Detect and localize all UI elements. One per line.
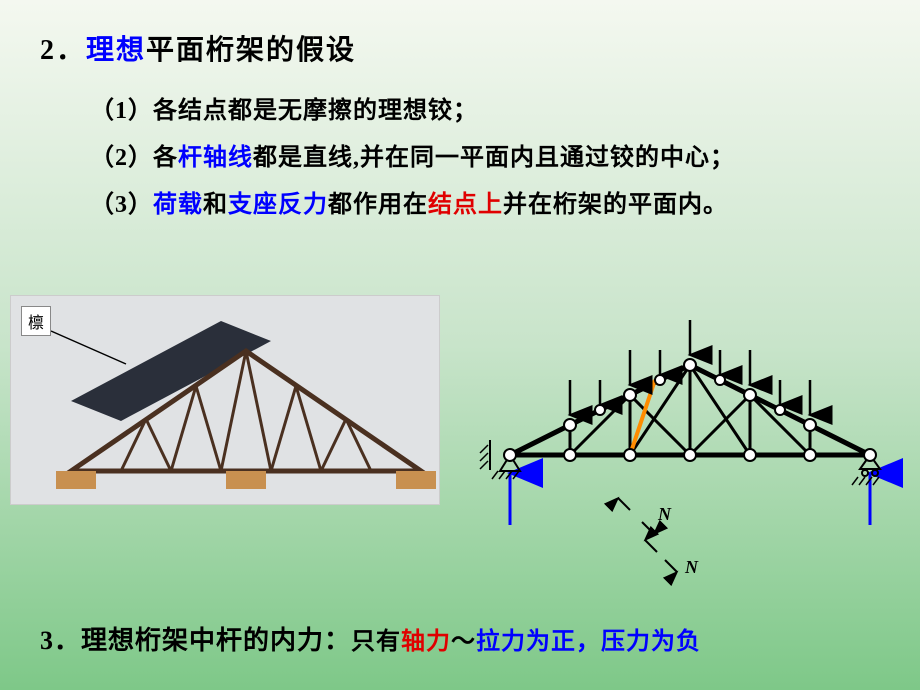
roof-truss-photo: 檩 xyxy=(10,295,440,505)
heading2-highlight: 理想 xyxy=(86,35,146,66)
assumption-3: （3）荷载和支座反力都作用在结点上并在桁架的平面内。 xyxy=(90,184,880,219)
h3-number: 3． xyxy=(40,626,81,655)
a1-text: 各结点都是无摩擦的理想铰； xyxy=(153,98,478,124)
assumption-1: （1）各结点都是无摩擦的理想铰； xyxy=(90,90,880,125)
truss-svg: NN xyxy=(460,275,910,595)
a3-t2: 都作用在 xyxy=(328,192,428,218)
assumption-list: （1）各结点都是无摩擦的理想铰； （2）各杆轴线都是直线,并在同一平面内且通过铰… xyxy=(90,90,880,219)
assumption-2: （2）各杆轴线都是直线,并在同一平面内且通过铰的中心； xyxy=(90,137,880,172)
h3-red1: 轴力 xyxy=(401,629,451,655)
svg-text:N: N xyxy=(657,504,672,524)
a3-blue1: 荷载 xyxy=(153,192,203,218)
heading-3: 3．理想桁架中杆的内力：只有轴力～拉力为正，压力为负 xyxy=(40,620,701,657)
roof-photo-svg xyxy=(11,296,441,506)
heading2-rest: 平面桁架的假设 xyxy=(146,35,356,66)
h3-t1: 理想桁架中杆的内力： xyxy=(81,626,351,655)
a3-red1: 结点上 xyxy=(428,192,503,218)
truss-diagram: NN xyxy=(460,275,910,595)
figure-area: 檩 xyxy=(0,275,920,595)
purlin-label: 檩 xyxy=(21,306,51,336)
a3-t3: 并在桁架的平面内。 xyxy=(503,192,728,218)
a2-num: （2） xyxy=(90,145,153,171)
a1-num: （1） xyxy=(90,98,153,124)
h3-t2: 只有 xyxy=(351,629,401,655)
a2-t2: 都是直线,并在同一平面内且通过铰的中心； xyxy=(253,145,735,171)
h3-blue1: 拉力为正，压力为负 xyxy=(476,629,701,655)
a2-t1: 各 xyxy=(153,145,178,171)
a3-t1: 和 xyxy=(203,192,228,218)
heading2-number: 2． xyxy=(40,35,86,66)
a3-blue2: 支座反力 xyxy=(228,192,328,218)
heading-2: 2．理想平面桁架的假设 xyxy=(40,28,880,68)
a2-blue1: 杆轴线 xyxy=(178,145,253,171)
h3-t3: ～ xyxy=(451,629,476,655)
svg-text:N: N xyxy=(684,557,699,577)
a3-num: （3） xyxy=(90,192,153,218)
